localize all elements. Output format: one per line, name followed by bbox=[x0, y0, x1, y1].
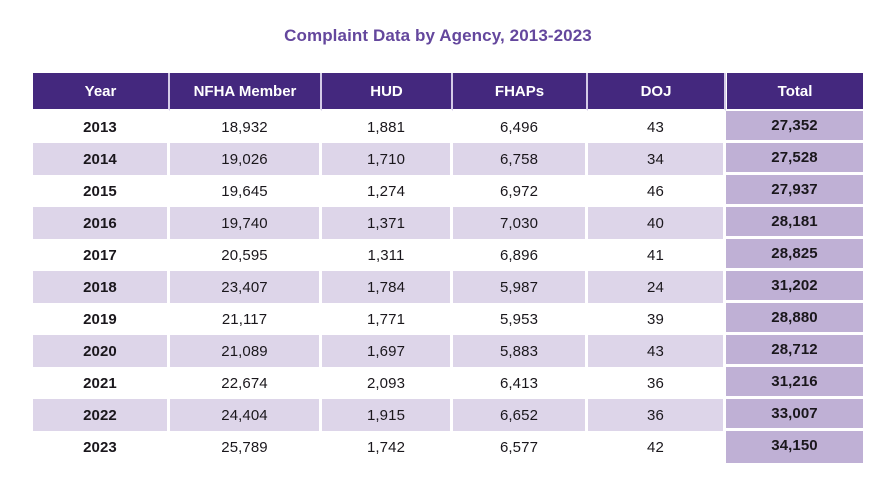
header-cell-total: Total bbox=[726, 73, 863, 111]
table-row: 2014 19,026 1,710 6,758 34 27,528 bbox=[33, 143, 863, 175]
table-row: 2019 21,117 1,771 5,953 39 28,880 bbox=[33, 303, 863, 335]
table-row: 2022 24,404 1,915 6,652 36 33,007 bbox=[33, 399, 863, 431]
header-cell-nfha-member: NFHA Member bbox=[170, 73, 322, 111]
hud-cell: 1,742 bbox=[322, 431, 453, 463]
year-cell: 2017 bbox=[33, 239, 170, 271]
table-row: 2017 20,595 1,311 6,896 41 28,825 bbox=[33, 239, 863, 271]
nfha-member-cell: 18,932 bbox=[170, 111, 322, 143]
total-cell: 28,181 bbox=[726, 207, 863, 239]
total-cell: 27,352 bbox=[726, 111, 863, 143]
nfha-member-cell: 23,407 bbox=[170, 271, 322, 303]
doj-cell: 34 bbox=[588, 143, 726, 175]
doj-cell: 40 bbox=[588, 207, 726, 239]
year-cell: 2018 bbox=[33, 271, 170, 303]
year-cell: 2023 bbox=[33, 431, 170, 463]
fhaps-cell: 6,496 bbox=[453, 111, 588, 143]
table-row: 2013 18,932 1,881 6,496 43 27,352 bbox=[33, 111, 863, 143]
hud-cell: 1,784 bbox=[322, 271, 453, 303]
nfha-member-cell: 19,026 bbox=[170, 143, 322, 175]
doj-cell: 24 bbox=[588, 271, 726, 303]
fhaps-cell: 6,577 bbox=[453, 431, 588, 463]
hud-cell: 1,881 bbox=[322, 111, 453, 143]
total-cell: 34,150 bbox=[726, 431, 863, 463]
hud-cell: 1,311 bbox=[322, 239, 453, 271]
hud-cell: 2,093 bbox=[322, 367, 453, 399]
year-cell: 2019 bbox=[33, 303, 170, 335]
total-cell: 33,007 bbox=[726, 399, 863, 431]
table-row: 2023 25,789 1,742 6,577 42 34,150 bbox=[33, 431, 863, 463]
doj-cell: 43 bbox=[588, 335, 726, 367]
total-cell: 27,528 bbox=[726, 143, 863, 175]
year-cell: 2013 bbox=[33, 111, 170, 143]
fhaps-cell: 5,987 bbox=[453, 271, 588, 303]
table-row: 2016 19,740 1,371 7,030 40 28,181 bbox=[33, 207, 863, 239]
year-cell: 2014 bbox=[33, 143, 170, 175]
doj-cell: 39 bbox=[588, 303, 726, 335]
table-row: 2020 21,089 1,697 5,883 43 28,712 bbox=[33, 335, 863, 367]
table-header: Year NFHA Member HUD FHAPs DOJ Total bbox=[33, 73, 863, 111]
header-cell-fhaps: FHAPs bbox=[453, 73, 588, 111]
doj-cell: 41 bbox=[588, 239, 726, 271]
year-cell: 2015 bbox=[33, 175, 170, 207]
hud-cell: 1,697 bbox=[322, 335, 453, 367]
year-cell: 2020 bbox=[33, 335, 170, 367]
hud-cell: 1,710 bbox=[322, 143, 453, 175]
header-cell-hud: HUD bbox=[322, 73, 453, 111]
doj-cell: 36 bbox=[588, 367, 726, 399]
nfha-member-cell: 20,595 bbox=[170, 239, 322, 271]
nfha-member-cell: 22,674 bbox=[170, 367, 322, 399]
doj-cell: 42 bbox=[588, 431, 726, 463]
table-body: 2013 18,932 1,881 6,496 43 27,352 2014 19,026 1,… bbox=[33, 111, 863, 463]
year-cell: 2022 bbox=[33, 399, 170, 431]
nfha-member-cell: 19,740 bbox=[170, 207, 322, 239]
doj-cell: 36 bbox=[588, 399, 726, 431]
hud-cell: 1,371 bbox=[322, 207, 453, 239]
total-cell: 28,712 bbox=[726, 335, 863, 367]
total-cell: 31,202 bbox=[726, 271, 863, 303]
header-row: Year NFHA Member HUD FHAPs DOJ Total bbox=[33, 73, 863, 111]
header-cell-doj: DOJ bbox=[588, 73, 726, 111]
nfha-member-cell: 19,645 bbox=[170, 175, 322, 207]
total-cell: 28,825 bbox=[726, 239, 863, 271]
total-cell: 27,937 bbox=[726, 175, 863, 207]
fhaps-cell: 6,972 bbox=[453, 175, 588, 207]
nfha-member-cell: 25,789 bbox=[170, 431, 322, 463]
table-row: 2015 19,645 1,274 6,972 46 27,937 bbox=[33, 175, 863, 207]
complaint-data-table: Year NFHA Member HUD FHAPs DOJ Total 2013 18,9… bbox=[33, 73, 863, 463]
year-cell: 2016 bbox=[33, 207, 170, 239]
fhaps-cell: 6,896 bbox=[453, 239, 588, 271]
nfha-member-cell: 21,089 bbox=[170, 335, 322, 367]
table-row: 2018 23,407 1,784 5,987 24 31,202 bbox=[33, 271, 863, 303]
fhaps-cell: 5,953 bbox=[453, 303, 588, 335]
fhaps-cell: 7,030 bbox=[453, 207, 588, 239]
header-cell-year: Year bbox=[33, 73, 170, 111]
nfha-member-cell: 21,117 bbox=[170, 303, 322, 335]
fhaps-cell: 6,413 bbox=[453, 367, 588, 399]
year-cell: 2021 bbox=[33, 367, 170, 399]
hud-cell: 1,274 bbox=[322, 175, 453, 207]
fhaps-cell: 5,883 bbox=[453, 335, 588, 367]
nfha-member-cell: 24,404 bbox=[170, 399, 322, 431]
doj-cell: 46 bbox=[588, 175, 726, 207]
doj-cell: 43 bbox=[588, 111, 726, 143]
total-cell: 31,216 bbox=[726, 367, 863, 399]
hud-cell: 1,915 bbox=[322, 399, 453, 431]
hud-cell: 1,771 bbox=[322, 303, 453, 335]
fhaps-cell: 6,758 bbox=[453, 143, 588, 175]
table-row: 2021 22,674 2,093 6,413 36 31,216 bbox=[33, 367, 863, 399]
table-title: Complaint Data by Agency, 2013-2023 bbox=[284, 26, 592, 45]
total-cell: 28,880 bbox=[726, 303, 863, 335]
fhaps-cell: 6,652 bbox=[453, 399, 588, 431]
